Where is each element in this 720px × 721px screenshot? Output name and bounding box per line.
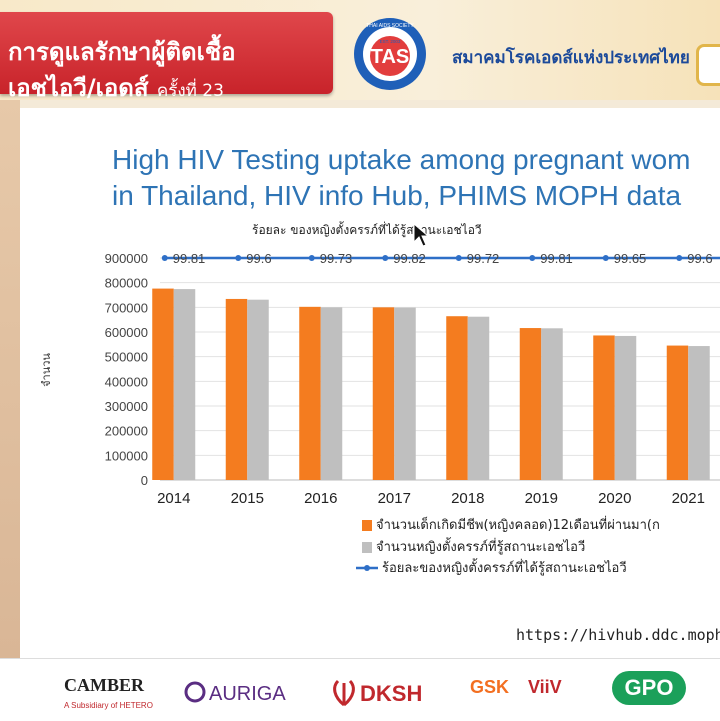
bar-births [519,328,542,480]
legend-swatch [362,520,372,531]
line-data-label: 99.6 [687,251,712,266]
conference-title-line1: การดูแลรักษาผู้ติดเชื้อ [8,38,236,66]
bar-births [152,288,174,480]
x-tick-label: 2016 [304,490,337,507]
y-tick-label: 700000 [105,300,148,315]
y-tick-label: 600000 [105,325,148,340]
bar-tested [541,328,563,480]
conference-edition: ครั้งที่ 23 [156,81,224,101]
legend-swatch [362,542,372,553]
logo-top-text: THAI AIDS SOCIETY [366,23,414,29]
legend-label: ร้อยละของหญิงตั้งครรภ์ที่ได้รู้สถานะเอชไ… [382,558,627,576]
source-url[interactable]: https://hivhub.ddc.moph.go [516,626,720,644]
line-data-label: 99.65 [614,251,647,266]
x-tick-label: 2021 [672,490,705,507]
society-name: สมาคมโรคเอดส์แห่งประเทศไทย [452,48,690,68]
bar-tested [320,307,343,480]
tas-logo-icon: TAS THAI AIDS SOCIETY EST. 2003 [354,18,426,90]
y-tick-label: 300000 [105,399,148,414]
slide-panel: High HIV Testing uptake among pregnant w… [20,108,720,658]
slide-title-line2: in Thailand, HIV info Hub, PHIMS MOPH da… [112,180,682,211]
mouse-cursor-icon [413,222,430,247]
conference-header: การดูแลรักษาผู้ติดเชื้อ เอชไอวี/เอดส์ คร… [0,0,720,102]
line-data-label: 99.72 [467,251,500,266]
y-tick-label: 800000 [105,276,148,291]
conference-title-hiv: เอชไอวี/เอดส์ [8,74,149,102]
speaker-video-strip [0,100,20,660]
logo-text: TAS [371,46,410,68]
y-tick-label: 900000 [105,251,148,266]
line-point [382,255,389,261]
y-tick-label: 400000 [105,374,148,389]
bar-births [446,316,468,480]
sponsor-gpo: GPO [612,671,686,705]
line-point [602,255,609,261]
y-tick-label: 0 [141,473,148,488]
x-tick-label: 2014 [157,490,190,507]
logo-est: EST. 2003 [380,39,401,44]
conference-title-line2: เอชไอวี/เอดส์ ครั้งที่ 23 [8,68,224,107]
line-data-label: 99.81 [540,251,573,266]
sponsor-bar: CAMBER A Subsidiary of HETERO AURIGA DKS… [0,658,720,721]
line-point [161,255,168,261]
line-point [676,255,683,261]
line-point [455,255,462,261]
corner-decoration [696,44,720,86]
line-data-label: 99.81 [173,251,206,266]
y-axis-label: จำนวน [40,353,53,387]
x-tick-label: 2017 [378,490,411,507]
hiv-testing-chart: ร้อยละ ของหญิงตั้งครรภ์ที่ได้รู้สถานะเอช… [40,221,720,576]
legend-label: จำนวนหญิงตั้งครรภ์ที่รู้สถานะเอชไอวี [376,537,585,555]
x-tick-label: 2019 [525,490,558,507]
bar-tested [614,335,637,480]
legend-line-marker [364,565,370,571]
line-series-title: ร้อยละ ของหญิงตั้งครรภ์ที่ได้รู้สถานะเอช… [252,221,482,238]
bar-births [593,335,615,480]
y-tick-label: 500000 [105,350,148,365]
sponsor-auriga: AURIGA [209,683,286,705]
bar-tested [173,289,196,480]
bar-tested [394,307,416,480]
bar-tested [467,316,490,480]
auriga-icon [184,681,206,703]
sponsor-dksh: DKSH [360,681,423,706]
line-data-label: 99.82 [393,251,426,266]
line-data-label: 99.6 [246,251,271,266]
bar-births [225,298,248,480]
line-point [308,255,315,261]
sponsor-gsk: GSK [470,677,510,697]
dksh-icon [333,679,355,707]
bar-births [372,307,395,480]
slide-title-line1: High HIV Testing uptake among pregnant w… [112,144,691,175]
y-tick-label: 200000 [105,424,148,439]
sponsor-hetero: A Subsidiary of HETERO [64,701,153,710]
y-tick-label: 100000 [105,448,148,463]
line-data-label: 99.73 [320,251,353,266]
x-tick-label: 2015 [231,490,264,507]
bar-births [666,345,689,480]
conference-title-box: การดูแลรักษาผู้ติดเชื้อ เอชไอวี/เอดส์ คร… [0,12,333,102]
x-tick-label: 2018 [451,490,484,507]
bar-tested [247,299,269,480]
x-tick-label: 2020 [598,490,631,507]
legend-label: จำนวนเด็กเกิดมีชีพ(หญิงคลอด)12เดือนที่ผ่… [376,515,660,533]
sponsor-camber: CAMBER [64,675,144,695]
bar-births [299,306,321,480]
line-point [235,255,242,261]
sponsor-viiv: ViiV [528,677,562,697]
line-point [529,255,536,261]
bar-tested [688,346,710,480]
